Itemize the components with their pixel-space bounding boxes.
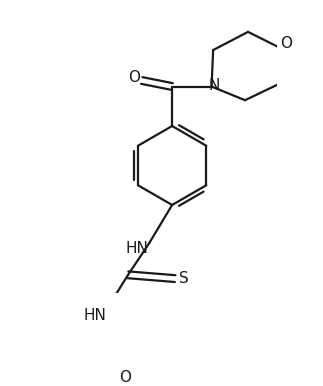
Text: O: O <box>128 70 140 85</box>
Text: HN: HN <box>126 242 149 257</box>
Text: HN: HN <box>83 308 106 323</box>
Text: O: O <box>280 36 292 51</box>
Text: S: S <box>179 271 189 286</box>
Text: O: O <box>119 370 131 385</box>
Text: N: N <box>208 78 220 93</box>
